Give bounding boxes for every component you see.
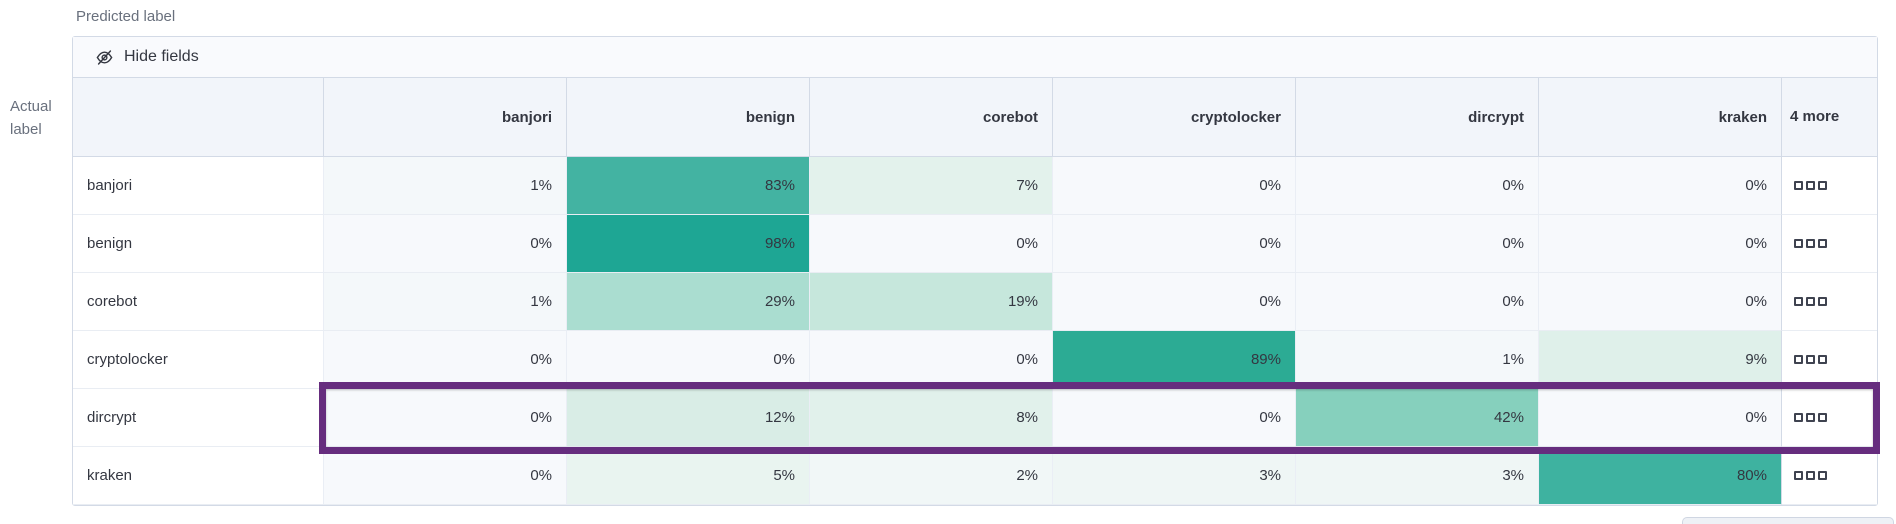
boxes-horizontal-icon (1794, 413, 1827, 422)
cell-banjori-dircrypt: 0% (1295, 157, 1538, 215)
cell-cryptolocker-kraken: 9% (1538, 331, 1781, 389)
cell-banjori-kraken: 0% (1538, 157, 1781, 215)
row-label-dircrypt: dircrypt (73, 389, 323, 447)
cell-corebot-dircrypt: 0% (1295, 273, 1538, 331)
cell-dircrypt-kraken: 0% (1538, 389, 1781, 447)
cell-banjori-corebot: 7% (809, 157, 1052, 215)
cell-cryptolocker-banjori: 0% (323, 331, 566, 389)
cell-cryptolocker-dircrypt: 1% (1295, 331, 1538, 389)
boxes-horizontal-icon (1794, 239, 1827, 248)
column-header-cryptolocker[interactable]: cryptolocker (1052, 78, 1295, 157)
hide-fields-button[interactable]: Hide fields (73, 37, 1877, 78)
cell-cryptolocker-cryptolocker: 89% (1052, 331, 1295, 389)
cell-benign-benign: 98% (566, 215, 809, 273)
predicted-label-axis-title: Predicted label (76, 8, 176, 25)
cell-corebot-kraken: 0% (1538, 273, 1781, 331)
cell-dircrypt-corebot: 8% (809, 389, 1052, 447)
cell-benign-corebot: 0% (809, 215, 1052, 273)
row-more-columns-button[interactable] (1781, 215, 1877, 273)
cell-cryptolocker-benign: 0% (566, 331, 809, 389)
boxes-horizontal-icon (1794, 471, 1827, 480)
eye-slash-icon (95, 48, 114, 67)
cell-banjori-benign: 83% (566, 157, 809, 215)
row-label-cryptolocker: cryptolocker (73, 331, 323, 389)
cell-banjori-cryptolocker: 0% (1052, 157, 1295, 215)
row-label-corebot: corebot (73, 273, 323, 331)
cell-cryptolocker-corebot: 0% (809, 331, 1052, 389)
row-label-banjori: banjori (73, 157, 323, 215)
cell-benign-dircrypt: 0% (1295, 215, 1538, 273)
boxes-horizontal-icon (1794, 297, 1827, 306)
column-header-kraken[interactable]: kraken (1538, 78, 1781, 157)
column-header-benign[interactable]: benign (566, 78, 809, 157)
column-header-corner (73, 78, 323, 157)
cell-corebot-banjori: 1% (323, 273, 566, 331)
column-header-dircrypt[interactable]: dircrypt (1295, 78, 1538, 157)
boxes-horizontal-icon (1794, 181, 1827, 190)
row-more-columns-button[interactable] (1781, 331, 1877, 389)
row-more-columns-button[interactable] (1781, 447, 1877, 505)
cell-kraken-benign: 5% (566, 447, 809, 505)
row-more-columns-button[interactable] (1781, 157, 1877, 215)
cell-kraken-corebot: 2% (809, 447, 1052, 505)
actual-label-axis-title: Actual label (10, 98, 52, 138)
row-more-columns-button[interactable] (1781, 389, 1877, 447)
cell-kraken-banjori: 0% (323, 447, 566, 505)
row-more-columns-button[interactable] (1781, 273, 1877, 331)
cell-corebot-corebot: 19% (809, 273, 1052, 331)
cell-dircrypt-cryptolocker: 0% (1052, 389, 1295, 447)
cell-corebot-benign: 29% (566, 273, 809, 331)
cell-kraken-dircrypt: 3% (1295, 447, 1538, 505)
cell-benign-cryptolocker: 0% (1052, 215, 1295, 273)
cell-kraken-kraken: 80% (1538, 447, 1781, 505)
hide-fields-label: Hide fields (124, 48, 199, 65)
column-header-more-columns: 4 more (1781, 78, 1877, 157)
cell-dircrypt-dircrypt: 42% (1295, 389, 1538, 447)
confusion-matrix-grid: banjori benign corebot cryptolocker dircrypt… (73, 78, 1877, 505)
boxes-horizontal-icon (1794, 355, 1827, 364)
cell-dircrypt-benign: 12% (566, 389, 809, 447)
confusion-matrix-table: Hide fields banjori benign corebot cryptolo… (72, 36, 1880, 506)
cell-benign-kraken: 0% (1538, 215, 1781, 273)
column-header-banjori[interactable]: banjori (323, 78, 566, 157)
cell-benign-banjori: 0% (323, 215, 566, 273)
column-header-corebot[interactable]: corebot (809, 78, 1052, 157)
table-scrollbar-partial[interactable] (1682, 517, 1894, 524)
row-label-benign: benign (73, 215, 323, 273)
cell-kraken-cryptolocker: 3% (1052, 447, 1295, 505)
cell-dircrypt-banjori: 0% (323, 389, 566, 447)
row-label-kraken: kraken (73, 447, 323, 505)
cell-corebot-cryptolocker: 0% (1052, 273, 1295, 331)
cell-banjori-banjori: 1% (323, 157, 566, 215)
